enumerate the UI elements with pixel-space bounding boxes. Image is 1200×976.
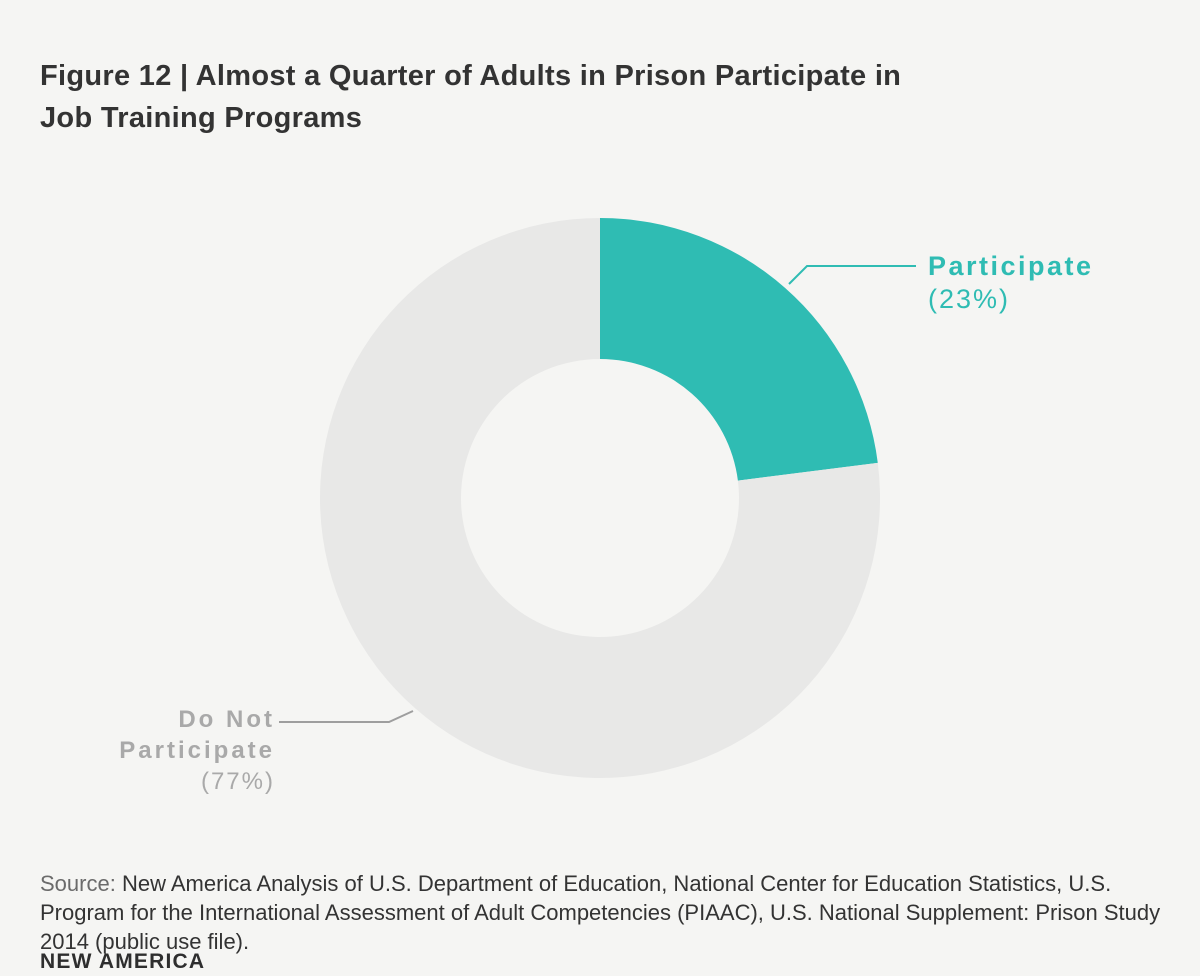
source-note: Source: New America Analysis of U.S. Dep… bbox=[40, 869, 1190, 956]
participate-callout-value: (23%) bbox=[928, 284, 1011, 314]
figure-title: Figure 12 | Almost a Quarter of Adults i… bbox=[40, 60, 902, 135]
participate-leader-line bbox=[788, 265, 916, 285]
donut-chart bbox=[319, 218, 880, 778]
donut-slice-participate bbox=[600, 218, 878, 481]
donut-slice-do-not-participate bbox=[319, 218, 880, 778]
participate-callout: Participate (23%) bbox=[928, 250, 1094, 316]
source-text: New America Analysis of U.S. Department … bbox=[40, 871, 1161, 954]
do-not-participate-leader-line bbox=[279, 710, 414, 723]
brand-logo-text: NEW AMERICA bbox=[40, 950, 206, 973]
do-not-participate-callout-label: Do Not Participate bbox=[119, 706, 275, 764]
do-not-participate-callout-value: (77%) bbox=[200, 768, 275, 795]
source-prefix: Source: bbox=[40, 871, 116, 896]
participate-callout-label: Participate bbox=[928, 251, 1094, 281]
do-not-participate-callout: Do Not Participate (77%) bbox=[60, 704, 275, 797]
